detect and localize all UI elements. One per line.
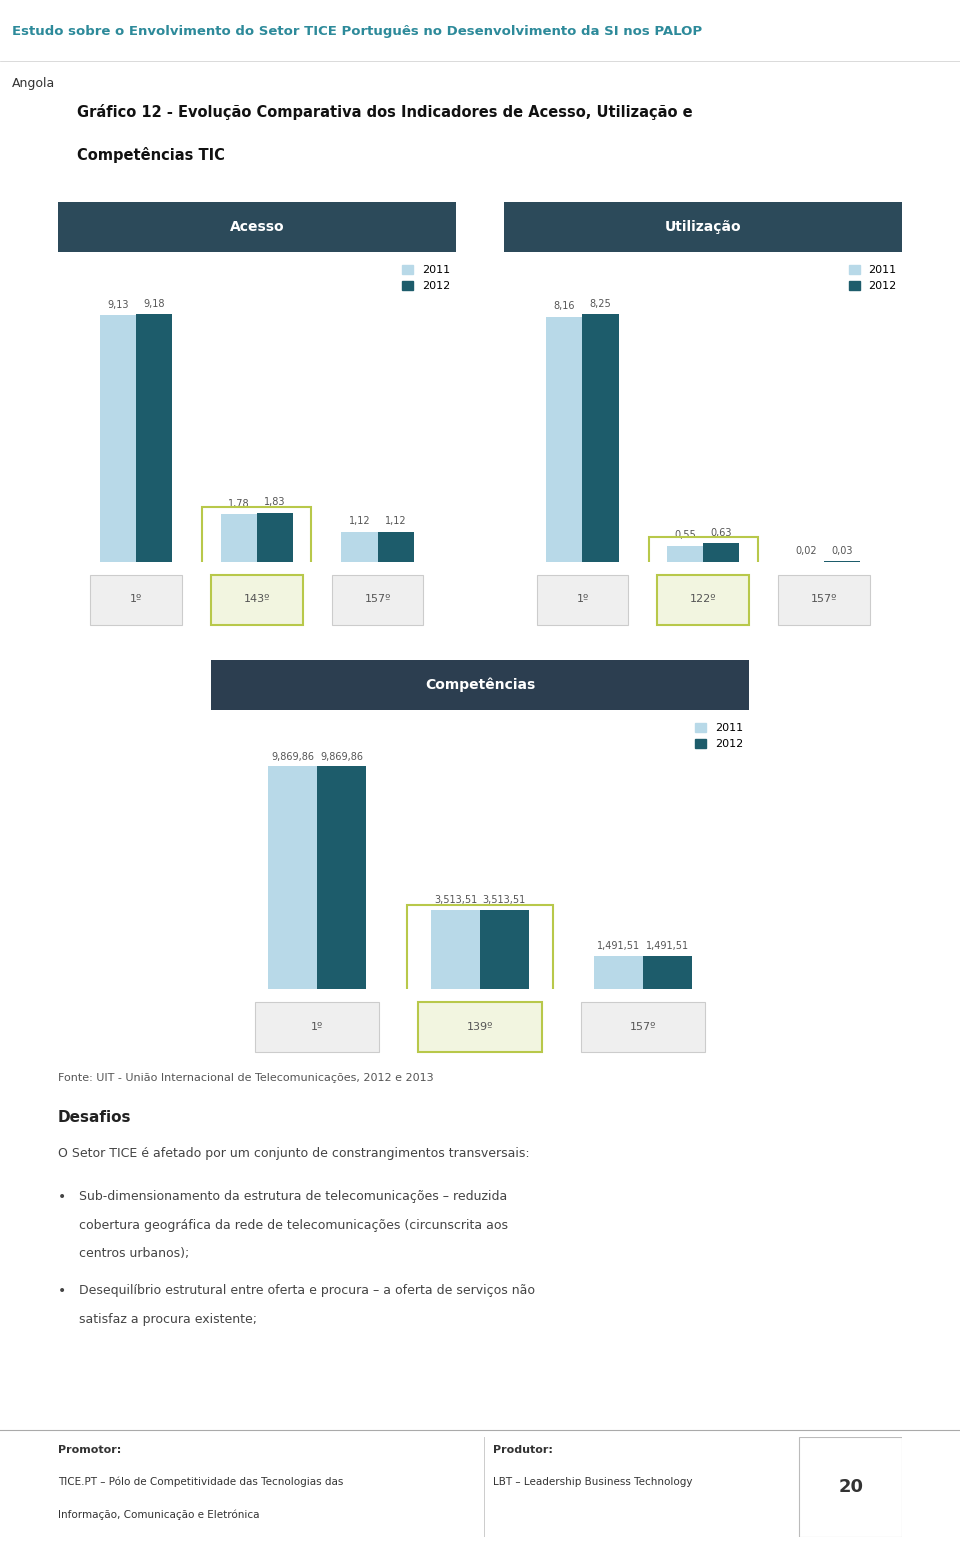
- Text: 0,03: 0,03: [831, 545, 852, 556]
- Text: 122º: 122º: [690, 595, 716, 604]
- Text: Sub-dimensionamento da estrutura de telecomunicações – reduzida: Sub-dimensionamento da estrutura de tele…: [79, 1190, 507, 1204]
- FancyBboxPatch shape: [90, 575, 182, 626]
- Bar: [800, 1437, 902, 1537]
- Text: Promotor:: Promotor:: [58, 1444, 121, 1455]
- Text: 1,491,51: 1,491,51: [597, 941, 640, 950]
- Text: 1º: 1º: [130, 595, 142, 604]
- Text: Rep. Cent.
Afric.: Rep. Cent. Afric.: [350, 584, 404, 606]
- Text: 8,25: 8,25: [589, 298, 612, 309]
- Text: 0,63: 0,63: [710, 528, 732, 537]
- Text: 157º: 157º: [630, 1022, 656, 1031]
- Text: Informação, Comunicação e Eletrónica: Informação, Comunicação e Eletrónica: [58, 1510, 259, 1520]
- Text: cobertura geográfica da rede de telecomunicações (circunscrita aos: cobertura geográfica da rede de telecomu…: [79, 1219, 508, 1232]
- Text: 9,869,86: 9,869,86: [320, 752, 363, 761]
- FancyBboxPatch shape: [331, 575, 423, 626]
- Bar: [583, 314, 618, 562]
- Text: 143º: 143º: [244, 595, 270, 604]
- Text: Angola: Angola: [239, 584, 275, 593]
- Text: 1,12: 1,12: [385, 517, 406, 526]
- FancyBboxPatch shape: [211, 575, 302, 626]
- Text: Utilização: Utilização: [665, 219, 741, 235]
- FancyBboxPatch shape: [778, 575, 870, 626]
- Text: Niger: Niger: [629, 1008, 657, 1019]
- FancyBboxPatch shape: [537, 575, 629, 626]
- Text: LBT – Leadership Business Technology: LBT – Leadership Business Technology: [492, 1477, 692, 1486]
- Text: Estudo sobre o Envolvimento do Setor TICE Português no Desenvolvimento da SI nos: Estudo sobre o Envolvimento do Setor TIC…: [12, 25, 702, 39]
- Legend: 2011, 2012: 2011, 2012: [849, 266, 897, 292]
- Bar: [703, 544, 739, 562]
- Legend: 2011, 2012: 2011, 2012: [695, 724, 743, 750]
- Text: 20: 20: [838, 1478, 863, 1496]
- Text: satisfaz a procura existente;: satisfaz a procura existente;: [79, 1312, 256, 1326]
- FancyBboxPatch shape: [419, 1002, 541, 1053]
- Text: Desafios: Desafios: [58, 1110, 132, 1124]
- Text: 1,78: 1,78: [228, 499, 250, 508]
- Text: Suécia: Suécia: [565, 584, 600, 593]
- Bar: [256, 512, 293, 562]
- Text: Gráfico 12 - Evolução Comparativa dos Indicadores de Acesso, Utilização e: Gráfico 12 - Evolução Comparativa dos In…: [77, 104, 692, 120]
- FancyBboxPatch shape: [658, 575, 749, 626]
- Text: 3,513,51: 3,513,51: [483, 895, 526, 905]
- Text: 3,513,51: 3,513,51: [434, 895, 477, 905]
- Text: 0,55: 0,55: [674, 530, 696, 540]
- Bar: [268, 767, 317, 989]
- Text: 157º: 157º: [365, 595, 391, 604]
- Bar: [594, 955, 643, 989]
- Bar: [667, 545, 703, 562]
- Text: Competências: Competências: [425, 677, 535, 693]
- Text: 157º: 157º: [811, 595, 837, 604]
- FancyBboxPatch shape: [581, 1002, 705, 1053]
- Text: Angola: Angola: [462, 1008, 498, 1019]
- Bar: [100, 315, 136, 562]
- Text: O Setor TICE é afetado por um conjunto de constrangimentos transversais:: O Setor TICE é afetado por um conjunto d…: [58, 1148, 529, 1160]
- Text: Eritreia: Eritreia: [805, 584, 843, 593]
- Text: 9,13: 9,13: [108, 300, 129, 311]
- Text: 1,83: 1,83: [264, 497, 286, 508]
- Text: 1º: 1º: [576, 595, 588, 604]
- Bar: [431, 910, 480, 989]
- Text: Desequilíbrio estrutural entre oferta e procura – a oferta de serviços não: Desequilíbrio estrutural entre oferta e …: [79, 1284, 535, 1297]
- Text: Produtor:: Produtor:: [492, 1444, 553, 1455]
- Text: 1,491,51: 1,491,51: [646, 941, 689, 950]
- Text: 1º: 1º: [311, 1022, 324, 1031]
- Text: centros urbanos);: centros urbanos);: [79, 1247, 189, 1259]
- Text: 0,02: 0,02: [795, 547, 817, 556]
- Bar: [317, 767, 366, 989]
- Text: 1,12: 1,12: [348, 517, 371, 526]
- FancyBboxPatch shape: [255, 1002, 379, 1053]
- Text: 8,16: 8,16: [554, 301, 575, 311]
- Bar: [377, 531, 414, 562]
- Text: Angola: Angola: [12, 78, 55, 90]
- Text: Angola: Angola: [685, 584, 721, 593]
- Bar: [480, 910, 529, 989]
- Text: 9,18: 9,18: [143, 298, 165, 309]
- Text: Fonte: UIT - União Internacional de Telecomunicações, 2012 e 2013: Fonte: UIT - União Internacional de Tele…: [58, 1073, 433, 1082]
- Bar: [221, 514, 256, 562]
- Text: •: •: [58, 1190, 66, 1204]
- Legend: 2011, 2012: 2011, 2012: [402, 266, 450, 292]
- Bar: [546, 317, 583, 562]
- Text: •: •: [58, 1284, 66, 1298]
- Text: 9,869,86: 9,869,86: [271, 752, 314, 761]
- Text: Competências TIC: Competências TIC: [77, 148, 225, 163]
- Bar: [136, 314, 172, 562]
- Bar: [643, 955, 692, 989]
- Text: 139º: 139º: [467, 1022, 493, 1031]
- Text: TICE.PT – Pólo de Competitividade das Tecnologias das: TICE.PT – Pólo de Competitividade das Te…: [58, 1477, 343, 1488]
- Text: Coreia: Coreia: [300, 1008, 334, 1019]
- Bar: [342, 531, 377, 562]
- Text: Acesso: Acesso: [229, 219, 284, 235]
- Text: Hong Kong: Hong Kong: [108, 584, 164, 593]
